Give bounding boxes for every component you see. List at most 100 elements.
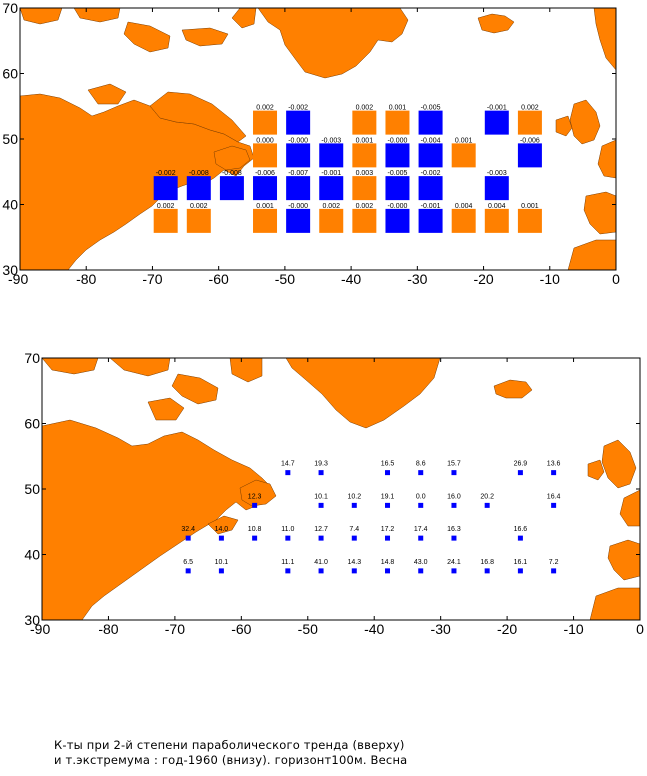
coefficient-label: 0.001 [389,105,407,112]
north-america-land [19,93,255,271]
extremum-marker [484,502,490,508]
extremum-label: 12.3 [248,493,262,500]
coefficient-label: -0.006 [255,170,275,177]
extremum-marker [385,568,391,574]
coefficient-label: -0.003 [321,137,341,144]
iceland-land-bottom [493,379,533,399]
coefficient-label: 0.004 [455,203,473,210]
bottom-lat-tick-label: 60 [24,416,40,432]
coefficient-label: -0.000 [288,137,308,144]
extremum-marker [418,502,424,508]
coefficient-label: 0.000 [256,137,274,144]
extremum-label: 6.5 [183,559,193,566]
extremum-label: 14.0 [215,526,229,533]
europe-land-bottom [619,489,641,527]
bottom-lon-tick-label: -60 [231,621,251,637]
top-axes-group: -90 -80 -70 -60 -50 -40 -30 -20 -10 0 30 40 50 60 70 [2,0,620,287]
extremum-label: 19.3 [314,461,328,468]
extremum-marker [351,568,357,574]
extremum-label: 7.4 [349,526,359,533]
extremum-label: 43.0 [414,559,428,566]
extremum-label: 15.7 [447,461,461,468]
extremum-marker [318,535,324,541]
coefficient-cell [352,208,377,233]
extremum-marker [285,535,291,541]
extremum-marker [551,568,557,574]
extremum-marker [551,502,557,508]
bottom-lon-tick-label: -40 [364,621,384,637]
extremum-marker [351,535,357,541]
bottom-map-land [41,357,641,621]
coefficient-label: 0.001 [256,203,274,210]
extremum-marker [451,568,457,574]
top-lon-tick-label: -30 [407,271,427,287]
top-lat-tick-label: 40 [2,197,18,213]
extremum-label: 8.6 [416,461,426,468]
caption-line-1: К-ты при 2-й степени параболического тре… [54,738,405,752]
bottom-map-frame-group: 14.7 19.3 16.5 8.6 15.7 26.9 13.6 12.3 10.1 10.2 1… [24,350,644,637]
extremum-marker [252,535,258,541]
coefficient-cell [253,143,278,168]
coefficient-label: -0.004 [421,137,441,144]
newfoundland-land [213,145,251,171]
ireland-land [555,115,573,137]
extremum-label: 20.2 [480,493,494,500]
bottom-lat-tick-label: 40 [24,547,40,563]
top-lon-tick-label: 0 [612,271,620,287]
extremum-marker [285,568,291,574]
iberia-land [583,191,617,235]
coefficient-cell [253,176,278,201]
bottom-lon-tick-label: -90 [30,621,50,637]
coefficient-cell [517,143,542,168]
coefficient-label: 0.001 [521,203,539,210]
extremum-label: 11.0 [281,526,294,533]
top-lat-tick-label: 70 [2,0,18,16]
coefficient-cell [286,208,311,233]
coefficient-cell [385,110,410,135]
coefficient-label: 0.004 [488,203,506,210]
coefficient-label: 0.002 [157,203,175,210]
top-lon-tick-label: -90 [8,271,28,287]
extremum-label: 7.2 [549,559,559,566]
extremum-label: 41.0 [314,559,328,566]
coefficient-label: 0.001 [356,137,374,144]
extremum-marker [385,470,391,476]
bottom-lon-tick-label: -20 [497,621,517,637]
extremum-label: 14.7 [281,461,295,468]
extremum-label: 16.5 [381,461,395,468]
top-lat-tick-label: 30 [2,262,18,278]
coefficient-cell [153,208,178,233]
extremum-label: 32.4 [181,526,195,533]
coefficient-label: 0.002 [190,203,208,210]
extremum-label: 26.9 [514,461,528,468]
bottom-lon-tick-label: -50 [298,621,318,637]
coefficient-label: -0.006 [520,137,540,144]
bottom-lon-tick-label: -30 [431,621,451,637]
baffin-island [87,83,127,105]
extremum-label: 16.6 [514,526,528,533]
coefficient-cell [484,208,509,233]
top-lon-tick-label: -80 [76,271,96,287]
iberia-land-bottom [607,539,641,581]
extremum-marker [351,502,357,508]
extremum-label: 16.1 [514,559,528,566]
bottom-lon-tick-label: -70 [165,621,185,637]
coefficient-label: -0.005 [388,170,408,177]
top-lon-tick-label: -50 [275,271,295,287]
coefficient-cell [418,143,443,168]
extremum-label: 16.3 [447,526,461,533]
coefficient-cell [385,143,410,168]
arctic-island-4 [181,27,229,47]
extremum-label: 17.2 [381,526,395,533]
nova-scotia-land-bottom [207,515,239,535]
bottom-lat-tick-label: 50 [24,481,40,497]
coefficient-cell [451,143,476,168]
extremum-marker [318,470,324,476]
coefficient-cell [186,176,211,201]
extremum-marker [551,470,557,476]
extremum-marker [185,535,191,541]
extremum-marker [285,470,291,476]
extremum-label: 10.8 [248,526,262,533]
extremum-marker [451,502,457,508]
top-lat-tick-label: 50 [2,131,18,147]
